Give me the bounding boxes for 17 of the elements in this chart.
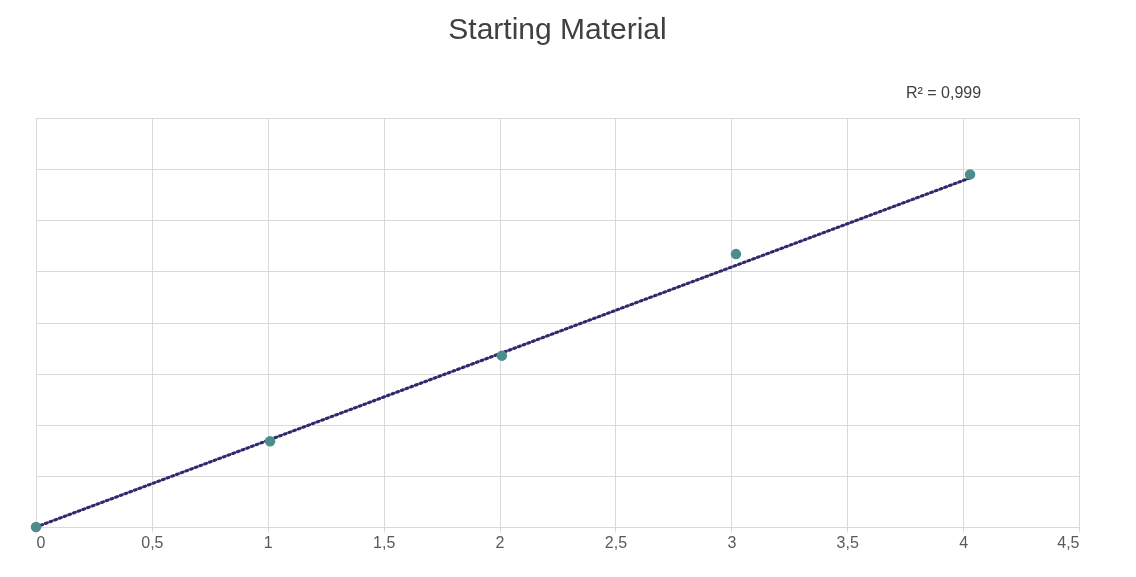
x-tick-label: 2,5 bbox=[604, 533, 628, 551]
x-tick-label: 4,5 bbox=[1057, 533, 1080, 551]
chart-title: Starting Material bbox=[448, 12, 667, 45]
x-tick-label: 2 bbox=[495, 533, 505, 551]
x-tick-label: 3,5 bbox=[836, 533, 859, 551]
text: R² = 0,999 bbox=[906, 84, 982, 101]
point bbox=[496, 350, 508, 361]
x-tick-label: 3 bbox=[727, 533, 737, 551]
point bbox=[964, 169, 976, 180]
x-tick-label: 1 bbox=[263, 533, 273, 551]
point bbox=[264, 436, 276, 447]
x-tick-label: 4 bbox=[959, 533, 969, 551]
point bbox=[30, 521, 42, 533]
x-tick-label: 0,5 bbox=[141, 533, 164, 551]
x-tick-label: 1,5 bbox=[373, 533, 396, 551]
x-tick-label: 0 bbox=[36, 533, 46, 551]
point bbox=[730, 248, 742, 260]
